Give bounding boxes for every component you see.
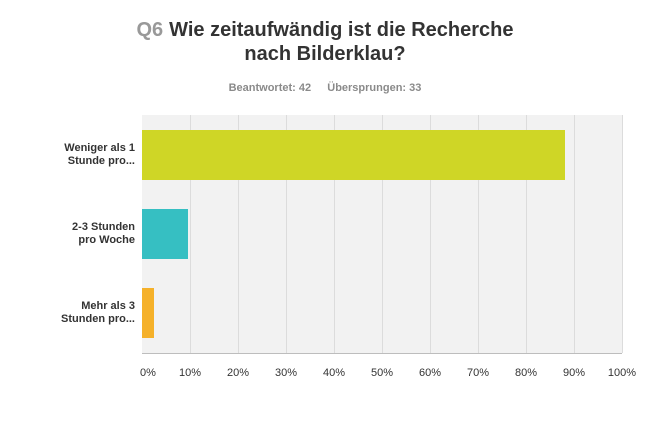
category-label-line: Stunden pro... [61, 313, 135, 326]
category-label-line: Stunde pro... [67, 154, 135, 167]
category-label-line: Weniger als 1 [64, 141, 135, 154]
grid-line [574, 115, 575, 353]
answered-count: Beantwortet: 42 [228, 82, 312, 94]
x-tick-label: 20% [226, 367, 250, 379]
title-line-1: Wie zeitaufwändig ist die Recherche [169, 19, 514, 41]
category-label: 2-3 Stunden pro Woche [25, 221, 135, 247]
x-tick-label: 30% [274, 367, 298, 379]
question-number: Q6 [136, 19, 164, 41]
bar[interactable] [142, 288, 154, 339]
x-tick-label: 100% [607, 367, 637, 379]
skipped-count: Übersprungen: 33 [327, 82, 422, 94]
response-stats: Beantwortet: 42 Übersprungen: 33 [0, 82, 650, 94]
category-label: Weniger als 1 Stunde pro... [25, 142, 135, 168]
bar[interactable] [142, 129, 565, 180]
x-tick-label: 60% [418, 367, 442, 379]
category-label: Mehr als 3 Stunden pro... [25, 300, 135, 326]
grid-line [286, 115, 287, 353]
x-tick-label: 70% [466, 367, 490, 379]
category-label-line: 2-3 Stunden [72, 221, 135, 233]
plot-area [142, 115, 623, 353]
x-axis-baseline [142, 353, 622, 354]
x-tick-label: 90% [562, 367, 586, 379]
grid-line [238, 115, 239, 353]
grid-line [382, 115, 383, 353]
x-tick-label: 40% [322, 367, 346, 379]
title-line-2: nach Bilderklau? [244, 43, 406, 65]
grid-line [526, 115, 527, 353]
bar[interactable] [142, 209, 188, 259]
x-tick-label: 0% [140, 367, 156, 379]
category-label-line: pro Woche [78, 234, 135, 246]
category-label-line: Mehr als 3 [81, 300, 135, 313]
x-tick-label: 50% [370, 367, 394, 379]
x-tick-label: 10% [178, 367, 202, 379]
grid-line [430, 115, 431, 353]
x-tick-label: 80% [514, 367, 538, 379]
grid-line [190, 115, 191, 353]
chart-title: Q6 Wie zeitaufwändig ist die Recherche na… [0, 18, 650, 66]
grid-line [622, 115, 623, 353]
grid-line [478, 115, 479, 353]
grid-line [334, 115, 335, 353]
